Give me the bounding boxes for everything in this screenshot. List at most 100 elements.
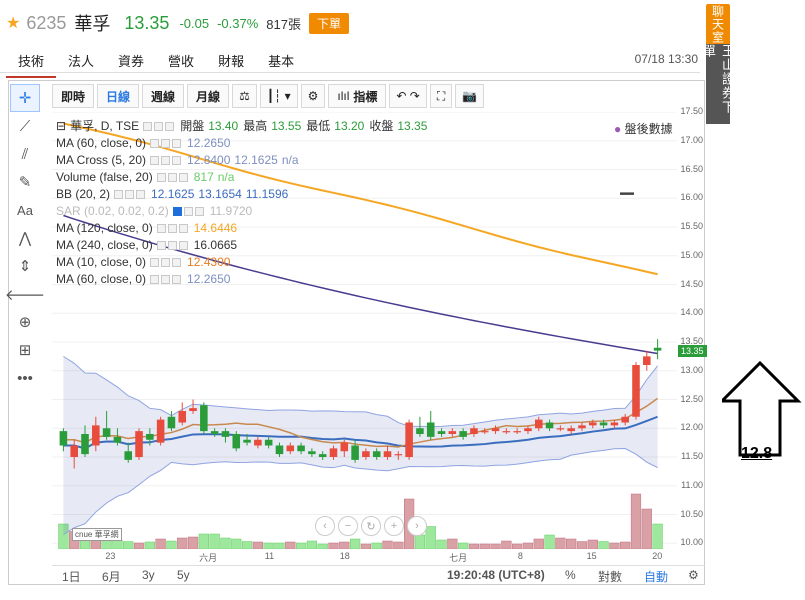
gear-icon[interactable]: [161, 258, 171, 267]
settings-gear-icon[interactable]: ⚙: [300, 84, 326, 108]
close-icon[interactable]: [194, 207, 204, 216]
weekly-button[interactable]: 週線: [142, 84, 185, 108]
crosshair-icon[interactable]: ✛: [10, 84, 40, 112]
eye-icon[interactable]: [150, 139, 160, 148]
candle-body: [448, 431, 457, 434]
fullscreen-icon[interactable]: ⛶: [429, 84, 453, 108]
gear-icon[interactable]: [167, 173, 177, 182]
candle-body: [470, 428, 478, 434]
eye-icon[interactable]: [150, 156, 160, 165]
monthly-button[interactable]: 月線: [187, 84, 230, 108]
eye-icon[interactable]: [143, 122, 153, 131]
candle-body: [135, 431, 143, 457]
candle-body: [394, 454, 403, 456]
chatroom-button[interactable]: 聊天室: [706, 4, 730, 44]
volume-bar: [425, 526, 436, 549]
gear-icon[interactable]: [161, 139, 171, 148]
legend-row: MA (10, close, 0) 12.4300: [56, 254, 427, 271]
candle-body: [653, 347, 662, 351]
tab-basic[interactable]: 基本: [268, 54, 295, 69]
eye-icon[interactable]: [114, 190, 124, 199]
range-5y-button[interactable]: 5y: [177, 568, 190, 582]
close-icon[interactable]: [172, 156, 182, 165]
close-icon[interactable]: [178, 224, 188, 233]
legend-collapse-icon[interactable]: ⊟: [56, 119, 67, 133]
close-icon[interactable]: [178, 241, 188, 250]
close-icon[interactable]: [178, 173, 188, 182]
range-3y-button[interactable]: 3y: [142, 568, 155, 582]
volume-bar: [566, 538, 577, 549]
camera-icon[interactable]: 📷: [455, 84, 485, 108]
range-6m-button[interactable]: 6月: [102, 570, 121, 584]
tab-institutional[interactable]: 法人: [68, 54, 95, 69]
price-axis[interactable]: 17.50 17.00 16.50 16.00 15.50 15.00 14.50 14.00…: [677, 106, 705, 549]
order-button[interactable]: 下單: [308, 12, 349, 34]
volume-bar: [544, 534, 555, 549]
close-icon[interactable]: [172, 275, 182, 284]
tab-margin[interactable]: 資券: [118, 54, 145, 69]
y-tick-label: 11.00: [681, 479, 703, 490]
eye-icon[interactable]: [172, 207, 182, 216]
eye-icon[interactable]: [156, 173, 166, 182]
tab-revenue[interactable]: 營收: [168, 54, 195, 69]
auto-toggle[interactable]: 自動: [644, 570, 669, 584]
close-icon[interactable]: [136, 190, 146, 199]
ruler-icon[interactable]: ⊞: [18, 342, 32, 359]
more-icon[interactable]: •••: [17, 369, 33, 387]
gear-icon[interactable]: [161, 275, 171, 284]
brush-icon[interactable]: ✎: [18, 174, 32, 191]
close-icon[interactable]: [172, 139, 182, 148]
tab-technical[interactable]: 技術: [6, 48, 57, 78]
zoom-out-icon[interactable]: −: [338, 516, 358, 536]
volume-bar: [458, 542, 469, 549]
arrow-left-icon[interactable]: 🡐: [4, 286, 46, 304]
time-axis[interactable]: 23 六月 11 18 七月 8 15 20: [52, 549, 677, 565]
price-chart[interactable]: [52, 112, 677, 549]
zoom-in-icon[interactable]: ⊕: [18, 314, 32, 331]
broker-order-button[interactable]: 玉山證券下單: [701, 44, 735, 124]
eye-icon[interactable]: [156, 241, 166, 250]
fib-tool-icon[interactable]: ⫽: [21, 145, 29, 163]
gear-icon[interactable]: [167, 241, 177, 250]
volume-bar: [339, 541, 350, 549]
scroll-right-icon[interactable]: ›: [407, 516, 427, 536]
measure-icon[interactable]: ⇕: [18, 258, 32, 275]
tab-financials[interactable]: 財報: [218, 54, 245, 69]
undo-redo-icon[interactable]: ↶ ↷: [389, 84, 427, 108]
log-toggle[interactable]: 對數: [598, 570, 623, 584]
gear-icon[interactable]: [183, 207, 193, 216]
intraday-button[interactable]: 即時: [52, 84, 95, 108]
range-1d-button[interactable]: 1日: [62, 570, 81, 584]
volume-bar: [306, 540, 317, 549]
eye-icon[interactable]: [150, 275, 160, 284]
legend-row-name: SAR (0.02, 0.02, 0.2): [56, 204, 169, 218]
pattern-icon[interactable]: ⋀: [18, 230, 32, 247]
candle-body: [416, 428, 424, 434]
volume-bar: [598, 541, 609, 549]
after-hours-data[interactable]: ● 盤後數據: [614, 120, 673, 137]
candle-type-icon[interactable]: ┃┆ ▾: [259, 84, 298, 108]
daily-button[interactable]: 日線: [97, 84, 140, 108]
candle-body: [426, 422, 435, 437]
indicator-button[interactable]: ılıl 指標: [328, 84, 387, 108]
eye-icon[interactable]: [150, 258, 160, 267]
close-icon[interactable]: [165, 122, 175, 131]
gear-icon[interactable]: [161, 156, 171, 165]
percent-toggle[interactable]: %: [565, 568, 576, 582]
gear-icon[interactable]: [167, 224, 177, 233]
volume-bar: [512, 543, 523, 549]
legend-row: MA (60, close, 0) 12.2650: [56, 135, 427, 152]
zoom-in-nav-icon[interactable]: +: [384, 516, 404, 536]
scroll-left-icon[interactable]: ‹: [315, 516, 335, 536]
volume-bar: [166, 540, 177, 549]
close-icon[interactable]: [172, 258, 182, 267]
gear-icon[interactable]: [154, 122, 164, 131]
eye-icon[interactable]: [156, 224, 166, 233]
trend-line-icon[interactable]: ⟋: [19, 117, 31, 135]
text-tool-icon[interactable]: Aa: [17, 202, 33, 218]
star-icon[interactable]: ★: [6, 15, 21, 32]
gear-icon[interactable]: [125, 190, 135, 199]
reset-icon[interactable]: ↻: [361, 516, 381, 536]
axis-settings-gear-icon[interactable]: ⚙: [688, 568, 699, 582]
compare-icon[interactable]: ⚖: [232, 84, 257, 108]
